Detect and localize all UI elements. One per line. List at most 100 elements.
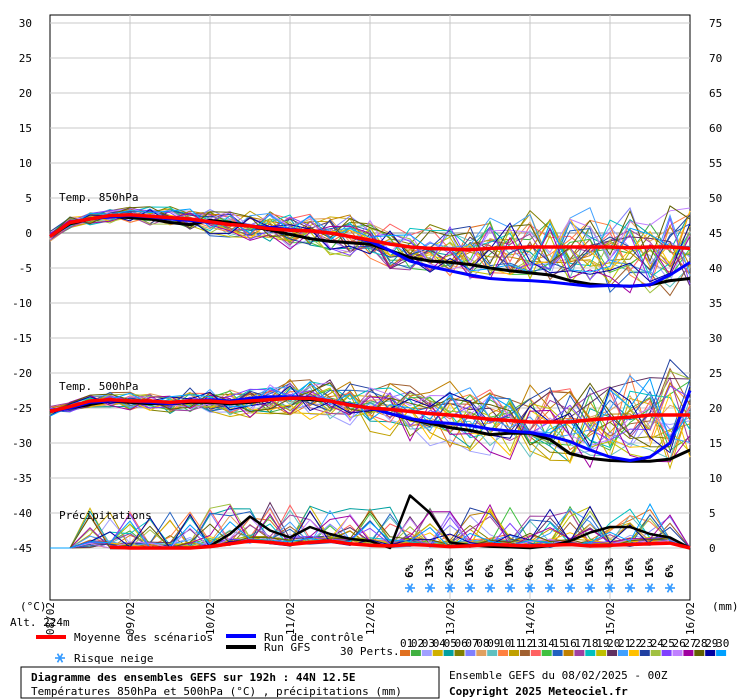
mean-line-t850 bbox=[48, 213, 691, 252]
perturbation-line-t500 bbox=[49, 385, 691, 454]
right-tick-label: 10 bbox=[709, 472, 722, 485]
x-date-label: 14/02 bbox=[524, 602, 537, 635]
panel-label-t850: Temp. 850hPa bbox=[59, 191, 138, 204]
snowflake-icon bbox=[505, 583, 515, 593]
perturbation-chip bbox=[530, 650, 541, 656]
right-tick-label: 60 bbox=[709, 122, 722, 135]
snow-risk-pct: 16% bbox=[623, 558, 636, 578]
perturbation-chip bbox=[618, 650, 628, 656]
perturbation-id: 19 bbox=[596, 637, 609, 650]
snowflake-icon bbox=[525, 583, 535, 593]
snowflake-icon bbox=[425, 583, 435, 593]
perturbation-legend: 0102030405060708091011121314151617181920… bbox=[400, 637, 729, 656]
perturbation-chip bbox=[672, 650, 683, 656]
perturbation-chip bbox=[454, 650, 465, 656]
perturbation-id: 12 bbox=[520, 637, 533, 650]
perturbation-chip bbox=[552, 650, 563, 656]
copyright: Copyright 2025 Meteociel.fr bbox=[449, 685, 628, 698]
legend-snow-label: Risque neige bbox=[74, 652, 153, 665]
mean-line-t500 bbox=[49, 396, 690, 424]
snow-risk-pct: 6% bbox=[663, 564, 676, 578]
chart-title: Diagramme des ensembles GEFS sur 192h : … bbox=[31, 671, 356, 684]
gfs-line-t850 bbox=[49, 214, 691, 288]
left-tick-label: 10 bbox=[19, 157, 32, 170]
left-tick-label: -45 bbox=[12, 542, 32, 555]
perturbation-line-t850 bbox=[49, 213, 691, 294]
perturbation-chip bbox=[519, 650, 530, 656]
snow-risk-pct: 13% bbox=[603, 558, 616, 578]
snow-risk-pct: 6% bbox=[483, 564, 496, 578]
perturbation-chip bbox=[574, 650, 585, 656]
perturbation-id: 21 bbox=[618, 637, 631, 650]
snowflake-icon bbox=[565, 583, 575, 593]
perturbation-chip bbox=[400, 650, 410, 656]
perturbation-chip bbox=[432, 650, 443, 656]
snowflake-icon bbox=[405, 583, 415, 593]
x-date-label: 08/02 bbox=[44, 602, 57, 635]
snowflake-icon bbox=[465, 583, 475, 593]
perturbation-line-t850 bbox=[49, 207, 691, 271]
left-axis-ticks: 30 25 20 15 10 5 0 -5 -10 -15 -20 -25 -30 -35 -40 -45 bbox=[12, 17, 32, 555]
perturbation-id: 09 bbox=[487, 637, 500, 650]
perturbation-chip bbox=[498, 650, 509, 656]
perturbation-chip bbox=[476, 650, 487, 656]
perturbation-id: 30 bbox=[716, 637, 729, 650]
perturbation-line-t850 bbox=[49, 206, 691, 279]
perturbation-id: 13 bbox=[531, 637, 544, 650]
perturbation-chip bbox=[705, 650, 716, 656]
left-tick-label: 15 bbox=[19, 122, 32, 135]
perturbation-chip bbox=[487, 650, 498, 656]
snow-risk-pct: 10% bbox=[503, 558, 516, 578]
run-label: Ensemble GEFS du 08/02/2025 - 00Z bbox=[449, 669, 668, 682]
perturbation-id: 02 bbox=[411, 637, 424, 650]
right-tick-label: 15 bbox=[709, 437, 722, 450]
perturbation-chip bbox=[596, 650, 607, 656]
perturbation-line-t850 bbox=[49, 205, 691, 265]
perturbation-id: 26 bbox=[673, 637, 686, 650]
left-tick-label: -15 bbox=[12, 332, 32, 345]
perturbation-line-precip bbox=[50, 503, 691, 549]
perturbation-chip bbox=[541, 650, 552, 656]
left-tick-label: -30 bbox=[12, 437, 32, 450]
right-tick-label: 30 bbox=[709, 332, 722, 345]
perturbation-id: 08 bbox=[476, 637, 489, 650]
perturbation-chip bbox=[443, 650, 454, 656]
perturbation-chip bbox=[585, 650, 596, 656]
perturbation-id: 07 bbox=[465, 637, 478, 650]
perturbation-chip bbox=[716, 650, 727, 656]
perturbation-id: 15 bbox=[553, 637, 566, 650]
x-date-label: 13/02 bbox=[444, 602, 457, 635]
x-date-label: 12/02 bbox=[364, 602, 377, 635]
right-tick-label: 50 bbox=[709, 192, 722, 205]
snowflake-icon bbox=[665, 583, 675, 593]
left-tick-label: 25 bbox=[19, 52, 32, 65]
perturbation-id: 29 bbox=[705, 637, 718, 650]
left-tick-label: -35 bbox=[12, 472, 32, 485]
left-tick-label: 20 bbox=[19, 87, 32, 100]
perturbation-chip bbox=[410, 650, 421, 656]
chart-subtitle: Températures 850hPa et 500hPa (°C) , pré… bbox=[31, 685, 402, 698]
legend-control-label: Run de contrôle bbox=[264, 631, 363, 644]
right-tick-label: 5 bbox=[709, 507, 716, 520]
x-axis-dates: 08/02 09/02 10/02 11/02 12/02 13/02 14/02 15/02… bbox=[44, 602, 697, 635]
perturbation-id: 16 bbox=[564, 637, 577, 650]
right-tick-label: 25 bbox=[709, 367, 722, 380]
title-box bbox=[20, 666, 440, 699]
perturbation-lines bbox=[49, 205, 691, 549]
perturbation-chip bbox=[661, 650, 672, 656]
x-date-label: 10/02 bbox=[204, 602, 217, 635]
snow-risk-pct: 10% bbox=[543, 558, 556, 578]
perturbation-id: 04 bbox=[433, 637, 447, 650]
right-axis-label: (mm) bbox=[712, 600, 739, 613]
perturbation-line-precip bbox=[50, 505, 691, 549]
perturbation-id: 10 bbox=[498, 637, 511, 650]
snow-risk-pct: 16% bbox=[643, 558, 656, 578]
legend-mean-label: Moyenne des scénarios bbox=[74, 631, 213, 644]
right-tick-label: 65 bbox=[709, 87, 722, 100]
perturbation-line-t850 bbox=[49, 209, 691, 283]
right-tick-label: 0 bbox=[709, 542, 716, 555]
perturbation-chip bbox=[421, 650, 432, 656]
altitude-label: Alt. 224m bbox=[10, 616, 70, 629]
right-tick-label: 70 bbox=[709, 52, 722, 65]
